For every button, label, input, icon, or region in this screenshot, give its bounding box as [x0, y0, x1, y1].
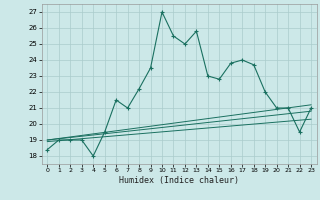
- X-axis label: Humidex (Indice chaleur): Humidex (Indice chaleur): [119, 176, 239, 185]
